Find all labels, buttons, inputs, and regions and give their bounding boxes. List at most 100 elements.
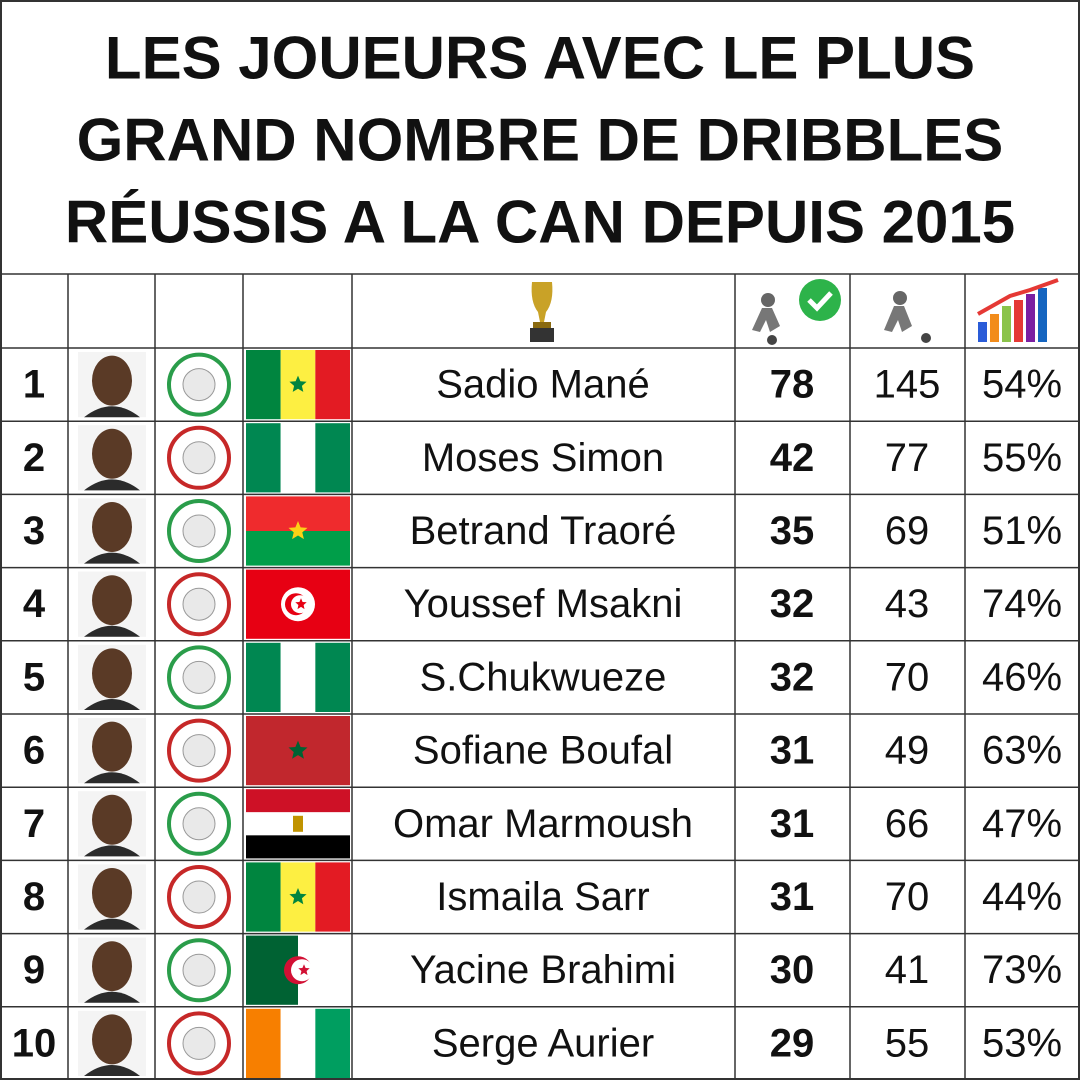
successful-dribbles: 30 — [770, 948, 815, 992]
player-shoulders — [84, 406, 140, 418]
table-row: 10 Serge Aurier 29 55 53% — [12, 1008, 1062, 1078]
table-row: 6 Sofiane Boufal 31 49 63% — [23, 716, 1062, 786]
rank: 4 — [23, 582, 46, 626]
team-crest-inner — [182, 953, 216, 987]
flag-band — [280, 1008, 316, 1078]
success-rate: 74% — [982, 582, 1062, 626]
player-shoulders — [84, 1065, 140, 1076]
flag-band — [246, 423, 281, 493]
table-row: 4 Youssef Msakni 32 43 74% — [23, 569, 1062, 639]
success-rate: 51% — [982, 509, 1062, 553]
attempted-dribbles: 43 — [885, 582, 930, 626]
table-row: 3 Betrand Traoré 35 69 51% — [23, 496, 1062, 566]
player-name: Ismaila Sarr — [436, 875, 649, 919]
player-shoulders — [84, 625, 140, 637]
flag-band — [246, 350, 281, 420]
successful-dribbles: 42 — [770, 436, 815, 480]
flag-band — [246, 531, 350, 566]
attempted-dribbles: 77 — [885, 436, 930, 480]
successful-dribbles: 29 — [770, 1021, 815, 1065]
successful-dribbles: 78 — [770, 363, 815, 407]
player-head — [92, 648, 132, 699]
player-name: Omar Marmoush — [393, 802, 693, 846]
player-name: Moses Simon — [422, 436, 664, 480]
success-rate: 55% — [982, 436, 1062, 480]
rank: 2 — [23, 436, 45, 480]
table-row: 7 Omar Marmoush 31 66 47% — [23, 789, 1062, 859]
flag-band — [315, 862, 350, 932]
attempted-dribbles: 66 — [885, 802, 930, 846]
flag-band — [315, 642, 350, 712]
team-crest-inner — [182, 368, 216, 402]
player-shoulders — [84, 772, 140, 784]
flag-band — [246, 642, 281, 712]
rank: 10 — [12, 1021, 57, 1065]
team-crest-inner — [182, 514, 216, 548]
player-head — [92, 721, 132, 772]
player-name: Youssef Msakni — [404, 582, 683, 626]
player-name: Sadio Mané — [436, 363, 649, 407]
attempted-dribbles: 69 — [885, 509, 930, 553]
player-head — [92, 868, 132, 918]
attempted-dribbles: 70 — [885, 655, 930, 699]
team-crest-inner — [182, 807, 216, 841]
flag-star — [288, 740, 308, 759]
successful-dribbles: 35 — [770, 509, 815, 553]
success-rate: 53% — [982, 1021, 1062, 1065]
attempted-dribbles: 145 — [874, 363, 941, 407]
table-row: 8 Ismaila Sarr 31 70 44% — [23, 862, 1062, 932]
attempted-dribbles: 70 — [885, 875, 930, 919]
flag-band — [246, 1008, 281, 1078]
player-head — [92, 355, 132, 406]
team-crest-inner — [182, 734, 216, 768]
success-rate: 44% — [982, 875, 1062, 919]
player-head — [92, 502, 132, 552]
title-line: GRAND NOMBRE DE DRIBBLES — [77, 107, 1004, 174]
rank: 6 — [23, 729, 45, 773]
team-crest-inner — [182, 441, 216, 475]
team-crest-inner — [182, 1026, 216, 1060]
team-crest-inner — [182, 880, 216, 914]
successful-dribbles: 32 — [770, 655, 815, 699]
attempted-dribbles: 49 — [885, 729, 930, 773]
table-row: 1 Sadio Mané 78 145 54% — [23, 350, 1062, 420]
player-shoulders — [84, 479, 140, 491]
player-head — [92, 428, 132, 479]
table-row: 5 S.Chukwueze 32 70 46% — [23, 642, 1062, 712]
team-crest-inner — [182, 660, 216, 694]
player-name: Serge Aurier — [432, 1021, 654, 1065]
success-rate: 73% — [982, 948, 1062, 992]
player-name: Betrand Traoré — [410, 509, 677, 553]
flag-star — [289, 375, 307, 392]
successful-dribbles: 32 — [770, 582, 815, 626]
trophy-icon — [530, 282, 554, 342]
player-shoulders — [84, 991, 140, 1003]
flag-band — [246, 835, 350, 859]
dribble-success-icon — [752, 279, 841, 345]
rank: 7 — [23, 802, 45, 846]
player-head — [92, 575, 132, 626]
attempted-dribbles: 55 — [885, 1021, 930, 1065]
flag-star — [295, 598, 307, 610]
success-rate: 63% — [982, 729, 1062, 773]
player-name: S.Chukwueze — [420, 655, 667, 699]
flag-band — [315, 1008, 350, 1078]
dribble-attempt-icon — [884, 291, 931, 343]
table-row: 9 Yacine Brahimi 30 41 73% — [23, 935, 1062, 1005]
title-line: LES JOUEURS AVEC LE PLUS — [105, 25, 975, 92]
title-line: RÉUSSIS A LA CAN DEPUIS 2015 — [65, 189, 1015, 256]
rank: 9 — [23, 948, 45, 992]
rank: 8 — [23, 875, 45, 919]
flag-band — [246, 789, 350, 813]
rank: 5 — [23, 655, 45, 699]
player-shoulders — [84, 552, 140, 564]
successful-dribbles: 31 — [770, 875, 815, 919]
player-shoulders — [84, 918, 140, 930]
player-head — [92, 1014, 132, 1065]
percentage-icon — [977, 278, 1059, 342]
flag-star — [298, 964, 310, 976]
successful-dribbles: 31 — [770, 729, 815, 773]
